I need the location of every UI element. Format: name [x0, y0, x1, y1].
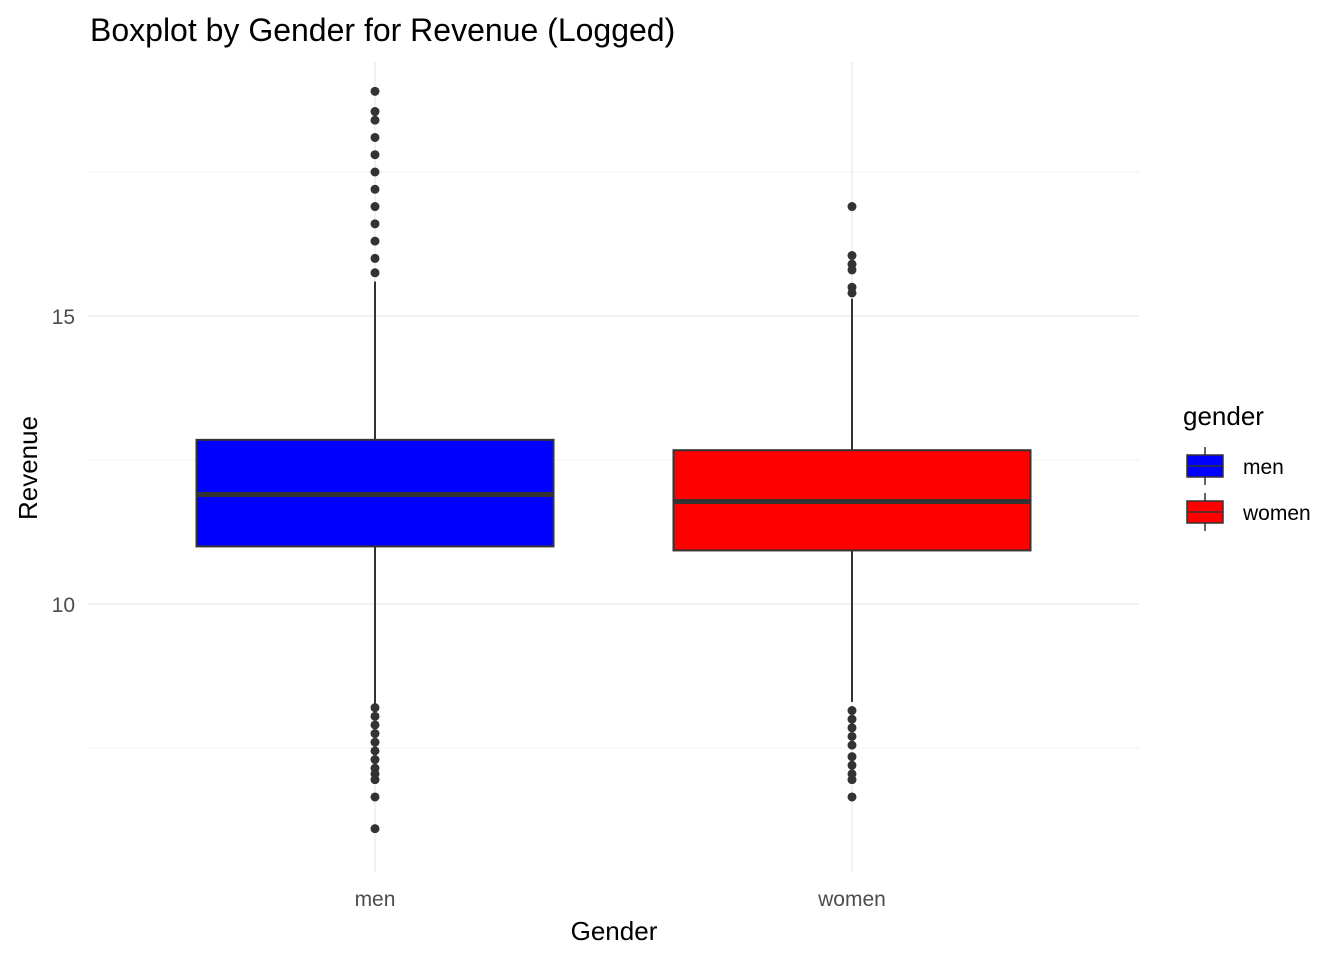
legend-title: gender — [1183, 401, 1264, 431]
legend-item-women: women — [1186, 493, 1311, 531]
outlier-point — [370, 184, 380, 194]
ticks: 10 15 men women — [52, 306, 886, 911]
legend: gender men women — [1183, 401, 1311, 531]
outlier-point — [847, 706, 857, 716]
outlier-point — [847, 723, 857, 733]
box-women — [672, 202, 1032, 802]
x-axis-title: Gender — [571, 916, 658, 946]
outlier-point — [370, 236, 380, 246]
outlier-point — [847, 731, 857, 741]
outlier-point — [370, 86, 380, 96]
outlier-point — [370, 150, 380, 160]
outlier-point — [370, 763, 380, 773]
outlier-point — [370, 107, 380, 117]
outlier-point — [370, 253, 380, 263]
outlier-point — [847, 259, 857, 269]
legend-label: women — [1242, 502, 1311, 525]
legend-item-men: men — [1186, 447, 1284, 485]
y-axis-title: Revenue — [13, 416, 43, 520]
outlier-point — [847, 752, 857, 762]
outlier-point — [370, 720, 380, 730]
outlier-point — [370, 711, 380, 721]
outlier-point — [370, 202, 380, 212]
outlier-point — [847, 760, 857, 770]
y-tick-label: 10 — [52, 594, 75, 617]
outlier-point — [370, 737, 380, 747]
outlier-point — [370, 167, 380, 177]
outlier-point — [370, 115, 380, 125]
box-men — [195, 86, 555, 834]
outlier-point — [847, 282, 857, 292]
outlier-point — [370, 746, 380, 756]
outlier-point — [847, 251, 857, 261]
x-tick-label: men — [355, 888, 396, 911]
y-tick-label: 15 — [52, 306, 75, 329]
outlier-point — [847, 714, 857, 724]
outlier-point — [370, 755, 380, 765]
outlier-point — [370, 703, 380, 713]
chart-title: Boxplot by Gender for Revenue (Logged) — [90, 12, 675, 48]
outlier-point — [847, 769, 857, 779]
legend-label: men — [1243, 456, 1284, 479]
boxes — [195, 86, 1032, 834]
outlier-point — [370, 268, 380, 278]
outlier-point — [370, 729, 380, 739]
outlier-point — [847, 792, 857, 802]
x-tick-label: women — [817, 888, 886, 911]
outlier-point — [370, 132, 380, 142]
outlier-point — [847, 202, 857, 212]
outlier-point — [370, 824, 380, 834]
outlier-point — [370, 219, 380, 229]
outlier-point — [847, 740, 857, 750]
outlier-point — [370, 792, 380, 802]
